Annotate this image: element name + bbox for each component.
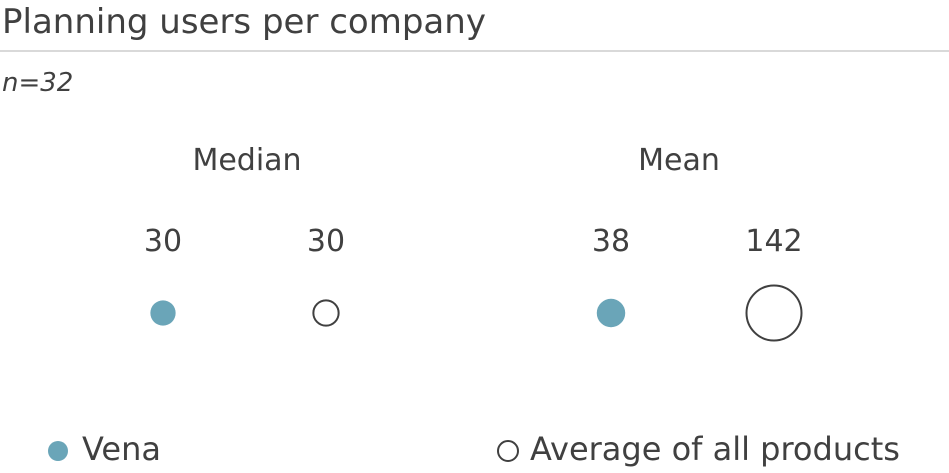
- bubble-vena-mean: [596, 298, 626, 328]
- data-label-average-mean: 142: [745, 224, 802, 259]
- bubble-average-median: [312, 299, 340, 327]
- legend-label-vena: Vena: [82, 430, 161, 468]
- group-label-median: Median: [192, 143, 301, 178]
- legend-marker-average: [497, 440, 519, 462]
- legend-label-average: Average of all products: [530, 430, 900, 468]
- bubble-average-mean: [745, 284, 803, 342]
- data-label-vena-mean: 38: [592, 224, 630, 259]
- title-divider: [0, 50, 949, 52]
- data-label-average-median: 30: [307, 224, 345, 259]
- bubble-vena-median: [150, 300, 176, 326]
- chart-title: Planning users per company: [2, 2, 486, 42]
- sample-size-label: n=32: [2, 68, 74, 98]
- group-label-mean: Mean: [638, 143, 720, 178]
- legend-marker-vena: [48, 441, 68, 461]
- data-label-vena-median: 30: [144, 224, 182, 259]
